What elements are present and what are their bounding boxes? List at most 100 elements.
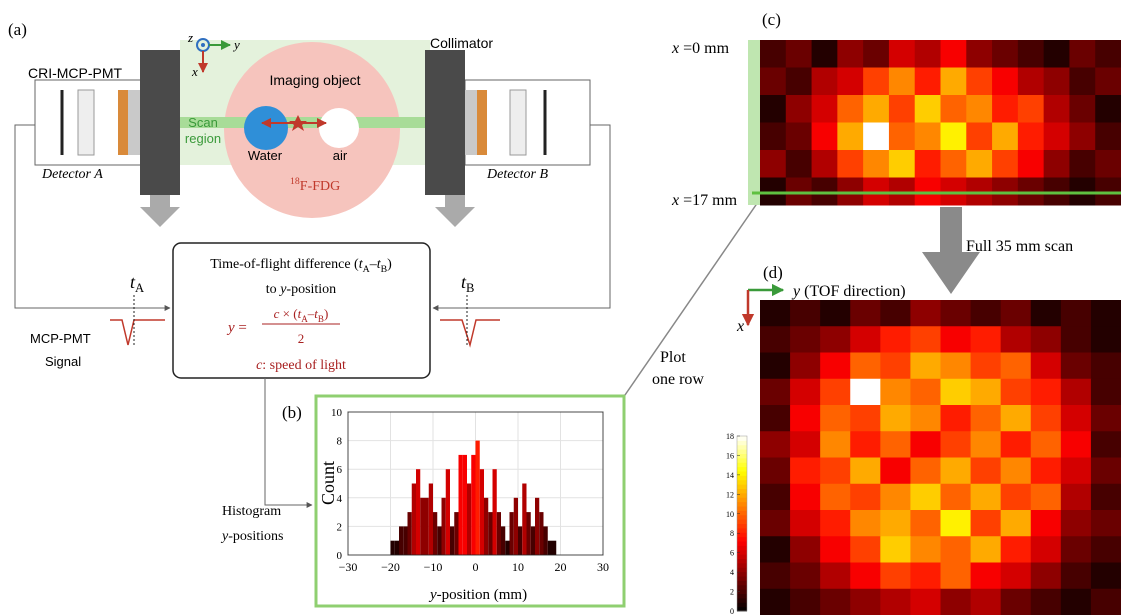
heat-cell [1069, 122, 1096, 151]
plot-row-label: Plot [660, 349, 686, 366]
heat-cell [1030, 562, 1062, 590]
histogram-label-part: -positions [228, 529, 283, 544]
heat-cell [820, 378, 851, 406]
signal-time-part: A [135, 281, 144, 295]
heat-cell [837, 40, 864, 68]
heat-cell [1000, 405, 1032, 432]
heat-cell [910, 378, 941, 406]
colorbar-segment [737, 492, 747, 498]
y-tick-label: 8 [337, 436, 343, 448]
signal-time-part: t [461, 272, 467, 292]
heat-cell [970, 431, 1002, 458]
heat-cell [880, 562, 911, 590]
colorbar-segment [737, 593, 747, 599]
bar [539, 512, 544, 555]
signal-time: tB [461, 272, 474, 295]
bar [535, 497, 540, 555]
heat-cell [910, 405, 941, 432]
heat-cell [850, 326, 881, 353]
heat-cell [790, 300, 821, 327]
tof-eq: c × (tA–tB) [274, 306, 329, 324]
heat-cell [760, 67, 787, 96]
heat-cell [992, 40, 1019, 68]
heat-cell [940, 562, 972, 590]
heat-cell [850, 562, 881, 590]
heat-cell [970, 483, 1002, 511]
heat-cell [910, 562, 941, 590]
tof-eq-part: – [307, 306, 315, 321]
heat-cell [970, 326, 1002, 353]
tof-axis-label-part: x [736, 318, 744, 335]
x-tick-label: −20 [381, 560, 400, 574]
heat-cell [850, 536, 881, 563]
heat-cell [1030, 588, 1062, 615]
x-tick-label: −10 [424, 560, 443, 574]
bar [484, 497, 489, 555]
y-tick-label: 0 [337, 550, 343, 562]
heat-cell [888, 122, 916, 151]
tof-eq-part: × ( [279, 306, 297, 321]
bar [522, 483, 527, 555]
bar [513, 497, 518, 555]
heat-cell [1069, 67, 1096, 96]
heat-cell [910, 300, 941, 327]
bar [467, 483, 472, 555]
heat-cell [940, 483, 972, 511]
bar [403, 526, 408, 555]
heat-cell [910, 431, 941, 458]
heat-cell [966, 67, 993, 96]
colorbar-segment [737, 597, 747, 603]
heat-cell [1030, 510, 1062, 537]
x-axis-label-part: -position (mm) [437, 587, 527, 603]
x-tick-label: 10 [512, 560, 524, 574]
detector-label: Detector A [41, 167, 103, 182]
bar [547, 540, 552, 555]
heat-cell [1060, 510, 1092, 537]
heat-cell [837, 95, 864, 123]
signal-time: tA [130, 272, 144, 295]
colorbar-segment [737, 536, 747, 542]
water-disk [244, 106, 288, 150]
bar [471, 454, 476, 555]
heat-cell [850, 457, 881, 485]
colorbar-label: 16 [726, 451, 734, 460]
heat-cell [820, 483, 851, 511]
heat-cell [837, 67, 864, 96]
heat-cell [1030, 431, 1062, 458]
heat-cell [811, 122, 838, 151]
collimator-label: Collimator [430, 35, 493, 51]
heat-cell [914, 150, 941, 178]
colorbar-segment [737, 558, 747, 564]
x-tick-label: 20 [555, 560, 567, 574]
heat-cell [760, 352, 791, 380]
colorbar-segment [737, 453, 747, 459]
tof-text-part: A [363, 264, 370, 275]
bar [552, 540, 557, 555]
colorbar-label: 14 [726, 471, 734, 480]
heat-cell [1017, 122, 1045, 151]
heat-cell [992, 122, 1019, 151]
heat-cell [940, 326, 972, 353]
heat-cell [1043, 95, 1070, 123]
full-scan-label: Full 35 mm scan [966, 238, 1073, 255]
heat-cell [1095, 150, 1121, 178]
axis-label: z [187, 30, 193, 45]
bar [479, 469, 484, 555]
colorbar-segment [737, 444, 747, 450]
bar [526, 512, 531, 555]
x-axis-label: y-position (mm) [428, 587, 527, 603]
tof-text-part: – [369, 257, 378, 272]
bar [454, 512, 459, 555]
heat-cell [940, 588, 972, 615]
water-label: Water [248, 148, 283, 163]
heat-cell [940, 300, 972, 327]
heat-cell [790, 457, 821, 485]
tof-eq-part: t [298, 306, 302, 321]
heat-cell [1060, 588, 1092, 615]
tof-text-part: B [381, 264, 388, 275]
heat-cell [1095, 40, 1121, 68]
histogram-label: Histogram [222, 504, 281, 519]
heat-cell [820, 405, 851, 432]
heat-cell [1030, 483, 1062, 511]
heat-cell [760, 431, 791, 458]
